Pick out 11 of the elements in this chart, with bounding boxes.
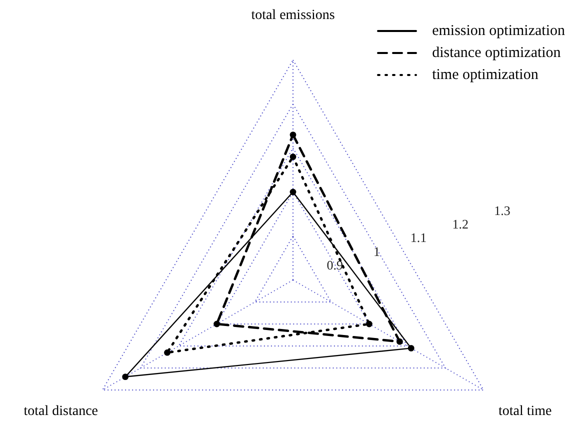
- legend-label: distance optimization: [432, 44, 561, 63]
- y-tick-label: 1.3: [494, 203, 510, 218]
- spoke-label: total distance: [24, 404, 98, 420]
- legend-label: emission optimization: [432, 22, 565, 41]
- y-tick-label: 1.1: [410, 230, 427, 246]
- legend-label: time optimization: [432, 66, 538, 85]
- y-tick-label: 0.9: [326, 257, 343, 272]
- y-tick-label: 1.2: [452, 216, 469, 232]
- spoke-label: total time: [498, 404, 552, 420]
- spoke-label: total emissions: [251, 8, 335, 24]
- y-tick-label: 1: [373, 244, 380, 259]
